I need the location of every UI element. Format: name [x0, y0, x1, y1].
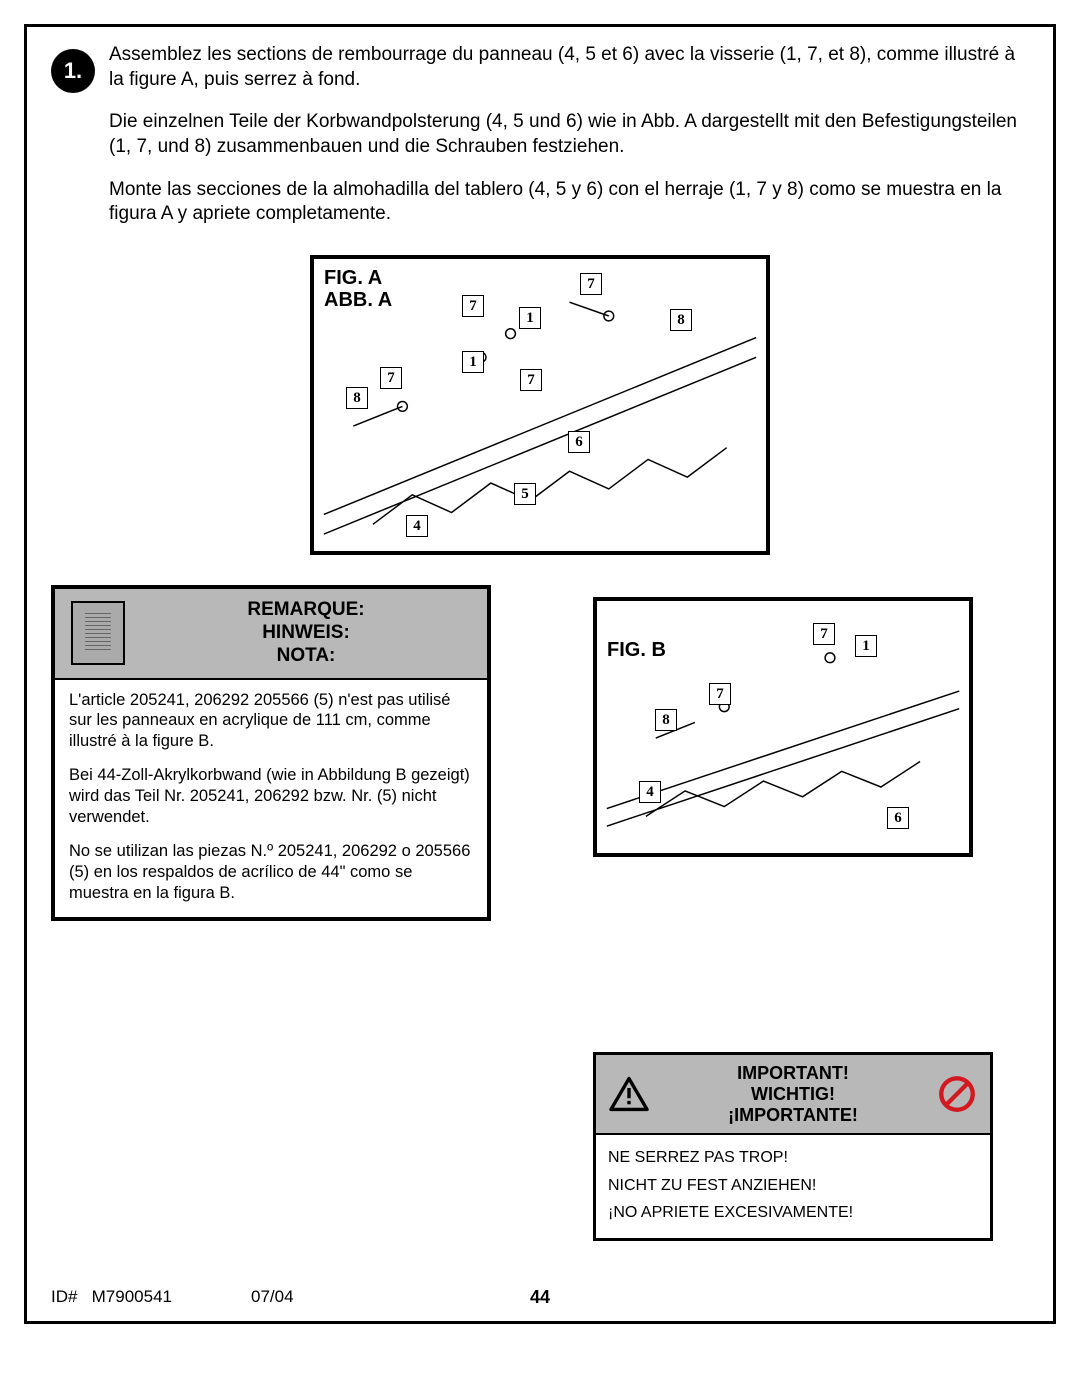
figure-b: FIG. B 717846	[593, 597, 973, 857]
callout-7: 7	[580, 273, 602, 295]
prohibition-icon	[936, 1073, 978, 1115]
warning-body: NE SERREZ PAS TROP! NICHT ZU FEST ANZIEH…	[596, 1135, 990, 1238]
warning-title-en: IMPORTANT!	[728, 1063, 858, 1084]
callout-8: 8	[670, 309, 692, 331]
callout-8: 8	[655, 709, 677, 731]
scroll-icon	[71, 601, 125, 665]
callout-8: 8	[346, 387, 368, 409]
step-header: 1. Assemblez les sections de rembourrage…	[51, 43, 1029, 245]
figure-b-illustration	[597, 601, 969, 856]
warning-title-de: WICHTIG!	[728, 1084, 858, 1105]
step-number-badge: 1.	[51, 49, 95, 93]
instruction-de: Die einzelnen Teile der Korbwandpolsteru…	[109, 110, 1029, 159]
warning-header: IMPORTANT! WICHTIG! ¡IMPORTANTE!	[596, 1055, 990, 1135]
callout-1: 1	[519, 307, 541, 329]
callout-7: 7	[709, 683, 731, 705]
note-title-de: HINWEIS:	[141, 622, 471, 645]
callout-1: 1	[462, 351, 484, 373]
footer-id-label: ID#	[51, 1287, 77, 1306]
footer-id: ID# M7900541	[51, 1287, 251, 1307]
figure-a-illustration	[314, 259, 766, 554]
warning-body-es: ¡NO APRIETE EXCESIVAMENTE!	[608, 1200, 978, 1226]
note-body-es: No se utilizan las piezas N.º 205241, 20…	[69, 841, 473, 903]
callout-4: 4	[639, 781, 661, 803]
warning-title-es: ¡IMPORTANTE!	[728, 1105, 858, 1126]
note-body-fr: L'article 205241, 206292 205566 (5) n'es…	[69, 690, 473, 752]
page-frame: 1. Assemblez les sections de rembourrage…	[24, 24, 1056, 1324]
note-title-es: NOTA:	[141, 645, 471, 668]
warning-titles: IMPORTANT! WICHTIG! ¡IMPORTANTE!	[728, 1063, 858, 1125]
note-titles: REMARQUE: HINWEIS: NOTA:	[141, 599, 471, 667]
warning-body-fr: NE SERREZ PAS TROP!	[608, 1145, 978, 1171]
callout-7: 7	[813, 623, 835, 645]
callout-6: 6	[887, 807, 909, 829]
instruction-fr: Assemblez les sections de rembourrage du…	[109, 43, 1029, 92]
callout-5: 5	[514, 483, 536, 505]
callout-7: 7	[462, 295, 484, 317]
figure-a: FIG. A ABB. A 77181778654	[310, 255, 770, 555]
page-footer: ID# M7900541 07/04 44	[51, 1287, 1029, 1307]
note-title-fr: REMARQUE:	[141, 599, 471, 622]
note-body-de: Bei 44-Zoll-Akrylkorbwand (wie in Abbild…	[69, 765, 473, 827]
instruction-block: Assemblez les sections de rembourrage du…	[109, 43, 1029, 245]
footer-page-number: 44	[530, 1287, 550, 1308]
callout-6: 6	[568, 431, 590, 453]
callout-4: 4	[406, 515, 428, 537]
instruction-es: Monte las secciones de la almohadilla de…	[109, 178, 1029, 227]
warning-body-de: NICHT ZU FEST ANZIEHEN!	[608, 1173, 978, 1199]
note-body: L'article 205241, 206292 205566 (5) n'es…	[55, 680, 487, 918]
warning-triangle-icon	[608, 1076, 650, 1112]
callout-1: 1	[855, 635, 877, 657]
footer-date: 07/04	[251, 1287, 371, 1307]
footer-id-value: M7900541	[92, 1287, 172, 1306]
note-header: REMARQUE: HINWEIS: NOTA:	[55, 589, 487, 679]
callout-7: 7	[380, 367, 402, 389]
warning-panel: IMPORTANT! WICHTIG! ¡IMPORTANTE! NE SERR…	[593, 1052, 993, 1241]
callout-7: 7	[520, 369, 542, 391]
note-panel: REMARQUE: HINWEIS: NOTA: L'article 20524…	[51, 585, 491, 921]
